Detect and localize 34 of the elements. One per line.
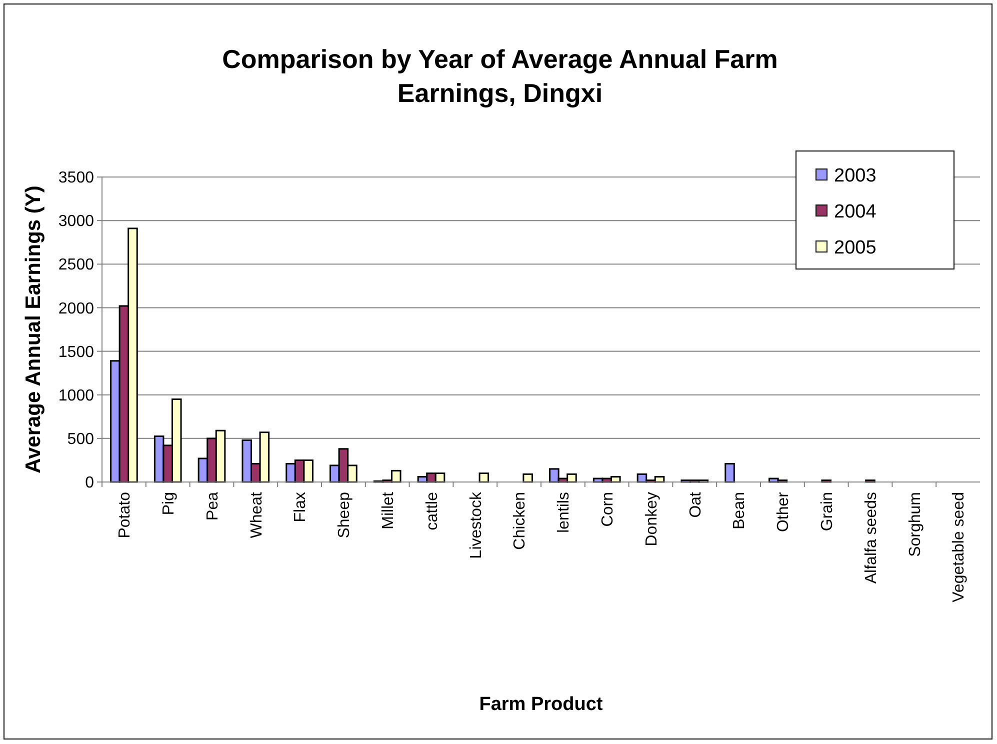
x-tick-label: Alfalfa seeds [862,492,880,584]
y-tick-label: 500 [67,431,94,448]
x-tick-label: Pea [204,492,222,520]
legend-label: 2004 [834,202,877,223]
x-tick-label: Wheat [248,491,266,538]
x-tick-label: Millet [380,491,397,530]
x-tick-label: Flax [292,492,310,522]
y-tick-label: 1500 [58,344,94,361]
x-tick-label: Vegetable seed [950,492,968,602]
x-tick-label: Oat [687,491,704,518]
x-tick-label: Sheep [336,492,354,538]
x-tick-label: Chicken [512,492,529,550]
x-tick-label: Potato [116,492,134,538]
y-axis-title: Average Annual Earnings (Y) [22,186,45,474]
x-tick-label: Bean [731,492,748,530]
x-tick-label: cattle [424,492,441,530]
y-tick-label: 3500 [58,170,94,187]
x-tick-label: Corn [599,492,616,527]
y-tick-label: 0 [85,474,94,492]
y-tick-label: 3000 [58,213,94,230]
x-tick-label: lentils [556,492,573,533]
y-tick-label: 2500 [58,256,94,274]
x-tick-label: Livestock [468,491,485,559]
x-tick-label: Donkey [643,492,660,546]
x-tick-label: Sorghum [906,492,924,557]
x-tick-label: Grain [818,492,836,532]
x-tick-label: Other [775,491,792,532]
legend-label: 2005 [834,238,876,259]
y-tick-label: 1000 [58,387,94,404]
y-tick-label: 2000 [58,300,94,318]
x-tick-label: Pig [160,492,178,516]
chart-title: Comparison by Year of Average Annual Farm Earnings, Dingxi [222,44,778,108]
x-axis-title: Farm Product [479,694,604,715]
legend-label: 2003 [834,166,876,187]
